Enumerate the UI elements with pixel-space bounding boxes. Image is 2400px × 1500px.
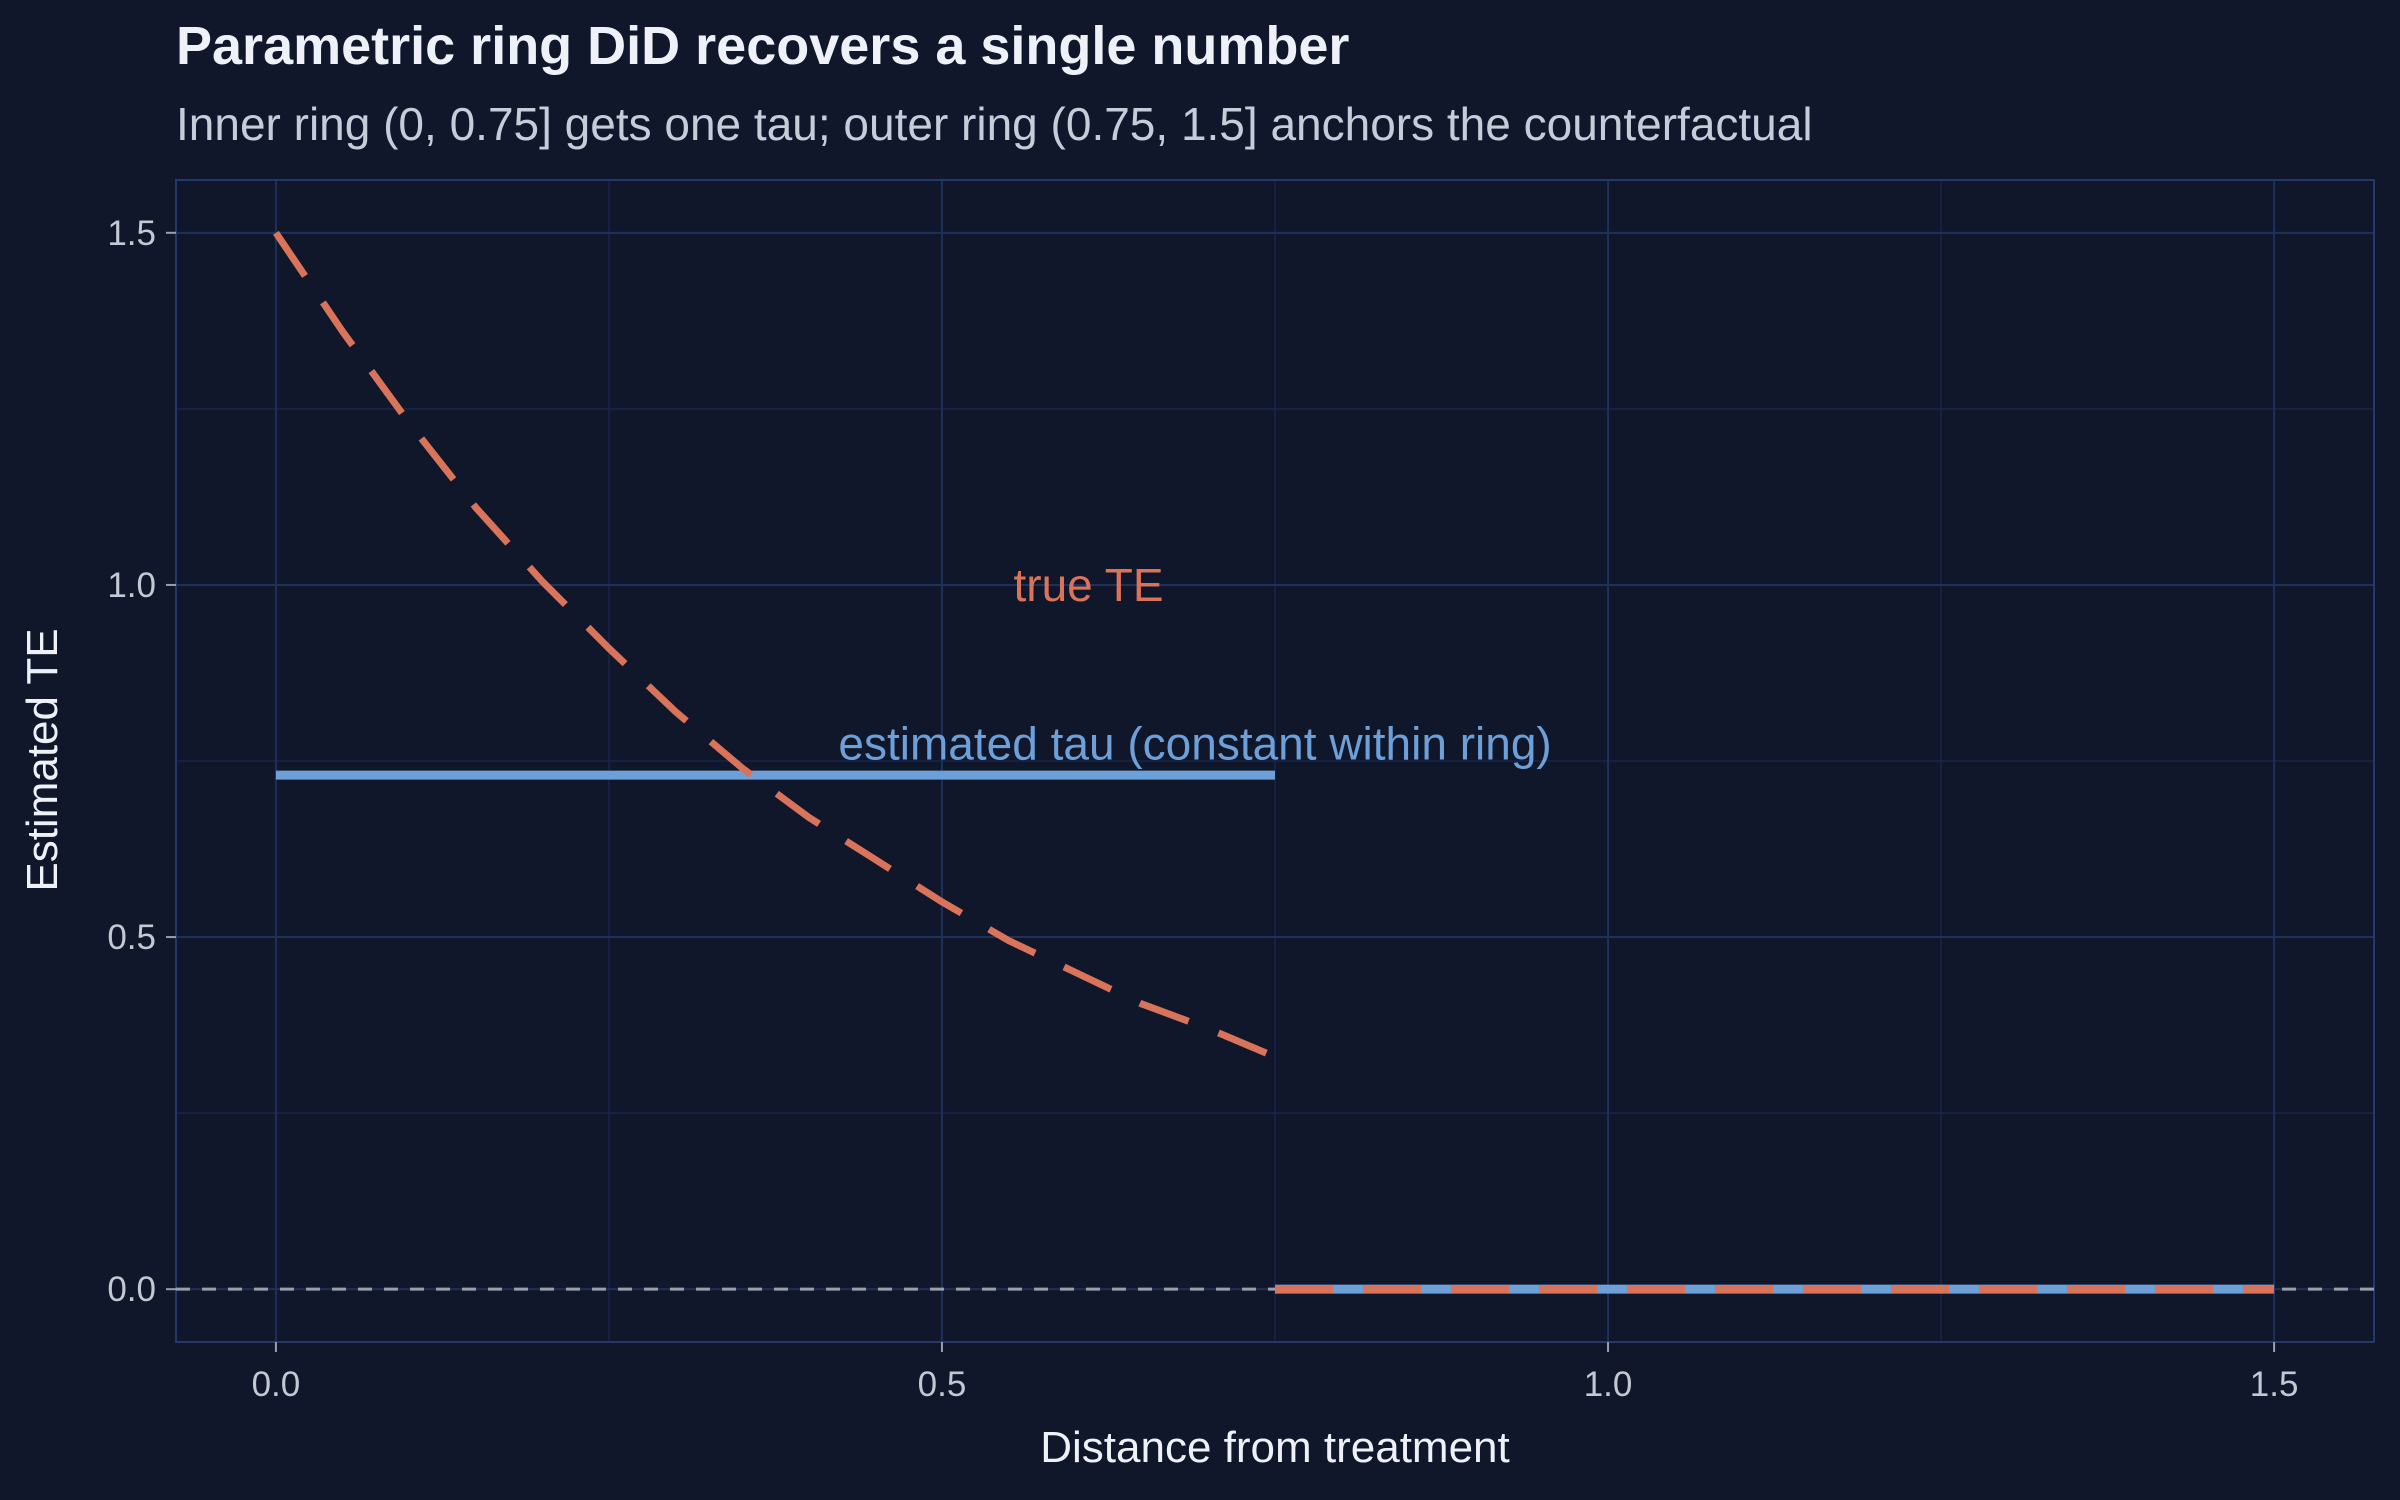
chart-title: Parametric ring DiD recovers a single nu… bbox=[176, 16, 1349, 76]
annotation-true-te: true TE bbox=[1014, 559, 1164, 611]
y-tick-label: 0.0 bbox=[107, 1270, 156, 1309]
y-tick-label: 1.0 bbox=[107, 566, 156, 605]
x-tick-label: 0.0 bbox=[252, 1365, 301, 1404]
true-te-line bbox=[273, 230, 1277, 1061]
x-tick-label: 0.5 bbox=[918, 1365, 967, 1404]
y-axis: 0.0 0.5 1.0 1.5 bbox=[107, 214, 176, 1309]
annotation-estimated-tau: estimated tau (constant within ring) bbox=[838, 717, 1551, 769]
y-tick-label: 1.5 bbox=[107, 214, 156, 253]
x-tick-label: 1.0 bbox=[1584, 1365, 1633, 1404]
x-tick-label: 1.5 bbox=[2250, 1365, 2299, 1404]
series-layer bbox=[273, 230, 2275, 1294]
x-axis: 0.0 0.5 1.0 1.5 bbox=[252, 1342, 2299, 1404]
y-tick-label: 0.5 bbox=[107, 918, 156, 957]
plot-panel-border bbox=[175, 179, 2375, 1343]
chart-subtitle: Inner ring (0, 0.75] gets one tau; outer… bbox=[176, 98, 1813, 150]
x-axis-title: Distance from treatment bbox=[1040, 1423, 1510, 1472]
y-axis-title: Estimated TE bbox=[18, 628, 67, 891]
minor-gridlines bbox=[176, 180, 2374, 1342]
